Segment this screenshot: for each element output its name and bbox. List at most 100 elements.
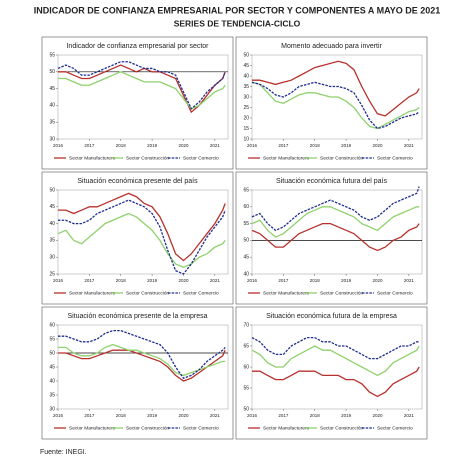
legend-label: Sector Construcción — [126, 425, 170, 431]
y-tick-label: 35 — [49, 238, 55, 244]
y-tick-label: 50 — [49, 69, 55, 75]
x-tick-label: 2020 — [178, 143, 189, 148]
legend-label: Sector Manufacturero — [69, 425, 115, 431]
series-line — [251, 186, 420, 232]
x-tick-label: 2018 — [116, 278, 127, 283]
panel-frame — [235, 306, 428, 440]
y-tick-label: 30 — [49, 255, 55, 261]
series-line — [251, 222, 420, 252]
x-tick-label: 2019 — [341, 413, 352, 418]
y-tick-label: 35 — [49, 120, 55, 126]
x-tick-label: 2016 — [53, 143, 64, 148]
y-tick-label: 55 — [49, 336, 55, 342]
x-tick-label: 2017 — [84, 413, 95, 418]
y-tick-label: 50 — [49, 350, 55, 356]
x-tick-label: 2017 — [278, 278, 289, 283]
y-tick-label: 45 — [49, 364, 55, 370]
legend-label: Sector Construcción — [320, 290, 364, 296]
x-tick-label: 2019 — [147, 413, 158, 418]
y-tick-label: 50 — [49, 187, 55, 193]
x-tick-label: 2016 — [53, 413, 64, 418]
legend-label: Sector Manufacturero — [69, 290, 115, 296]
x-tick-label: 2017 — [84, 278, 95, 283]
page-subtitle: SERIES DE TENDENCIA-CICLO — [174, 18, 301, 28]
panel-frame — [235, 36, 428, 170]
series-line — [252, 366, 420, 398]
x-tick-label: 2019 — [147, 278, 158, 283]
series-line — [251, 81, 420, 130]
series-line — [58, 329, 226, 379]
panel-title: Situación económica futura del país — [276, 178, 387, 185]
y-tick-label: 40 — [243, 271, 249, 277]
panel-title: Situación económica presente de la empre… — [67, 313, 207, 320]
series-line — [58, 192, 226, 262]
x-tick-label: 2020 — [372, 413, 383, 418]
legend-label: Sector Construcción — [126, 155, 170, 161]
legend-label: Sector Comercio — [377, 290, 413, 296]
series-line — [58, 199, 226, 275]
y-tick-label: 30 — [49, 136, 55, 142]
legend-label: Sector Construcción — [320, 155, 364, 161]
x-tick-label: 2016 — [247, 413, 258, 418]
y-tick-label: 60 — [243, 364, 249, 370]
y-tick-label: 20 — [243, 115, 249, 121]
panel-title: Situación económica presente del país — [77, 178, 198, 185]
y-tick-label: 55 — [243, 221, 249, 227]
x-tick-label: 2017 — [278, 143, 289, 148]
x-tick-label: 2021 — [404, 143, 415, 148]
y-tick-label: 10 — [243, 136, 249, 142]
plot-frame — [57, 54, 229, 140]
y-tick-label: 50 — [243, 406, 249, 412]
series-line — [251, 81, 420, 130]
panel-frame — [41, 306, 234, 440]
y-tick-label: 40 — [243, 73, 249, 79]
y-tick-label: 55 — [49, 52, 55, 58]
panel-frame — [235, 171, 428, 305]
x-tick-label: 2021 — [210, 143, 221, 148]
legend-label: Sector Comercio — [183, 155, 219, 161]
x-tick-label: 2018 — [116, 143, 127, 148]
series-line — [252, 60, 420, 117]
legend-label: Sector Construcción — [126, 290, 170, 296]
legend-label: Sector Manufacturero — [263, 155, 309, 161]
x-tick-label: 2016 — [247, 278, 258, 283]
legend-label: Sector Comercio — [377, 155, 413, 161]
y-tick-label: 30 — [49, 406, 55, 412]
source: Fuente: INEGI. — [40, 449, 87, 456]
y-tick-label: 40 — [49, 103, 55, 109]
x-tick-label: 2018 — [310, 143, 321, 148]
x-tick-label: 2017 — [84, 143, 95, 148]
y-tick-label: 45 — [49, 204, 55, 210]
y-tick-label: 70 — [243, 322, 249, 328]
y-tick-label: 40 — [49, 221, 55, 227]
series-line — [251, 206, 420, 238]
legend-label: Sector Manufacturero — [263, 425, 309, 431]
y-tick-label: 25 — [49, 271, 55, 277]
panel-title: Situación económica futura de la empresa — [266, 313, 397, 320]
x-tick-label: 2021 — [210, 278, 221, 283]
panel-title: Indicador de confianza empresarial por s… — [66, 43, 209, 50]
x-tick-label: 2021 — [404, 278, 415, 283]
legend-label: Sector Comercio — [183, 425, 219, 431]
panel-title: Momento adecuado para invertir — [281, 43, 382, 50]
y-tick-label: 45 — [243, 255, 249, 261]
series-line — [57, 212, 226, 268]
x-tick-label: 2020 — [372, 143, 383, 148]
y-tick-label: 60 — [49, 322, 55, 328]
y-tick-label: 35 — [49, 392, 55, 398]
series-line — [58, 71, 226, 110]
legend-label: Sector Comercio — [377, 425, 413, 431]
y-tick-label: 65 — [243, 187, 249, 193]
y-tick-label: 15 — [243, 126, 249, 132]
x-tick-label: 2021 — [404, 413, 415, 418]
x-tick-label: 2018 — [310, 278, 321, 283]
x-tick-label: 2020 — [372, 278, 383, 283]
series-line — [57, 61, 226, 110]
y-tick-label: 40 — [49, 378, 55, 384]
series-line — [251, 336, 420, 360]
y-tick-label: 65 — [243, 343, 249, 349]
y-tick-label: 35 — [243, 84, 249, 90]
y-tick-label: 55 — [243, 385, 249, 391]
x-tick-label: 2018 — [116, 413, 127, 418]
